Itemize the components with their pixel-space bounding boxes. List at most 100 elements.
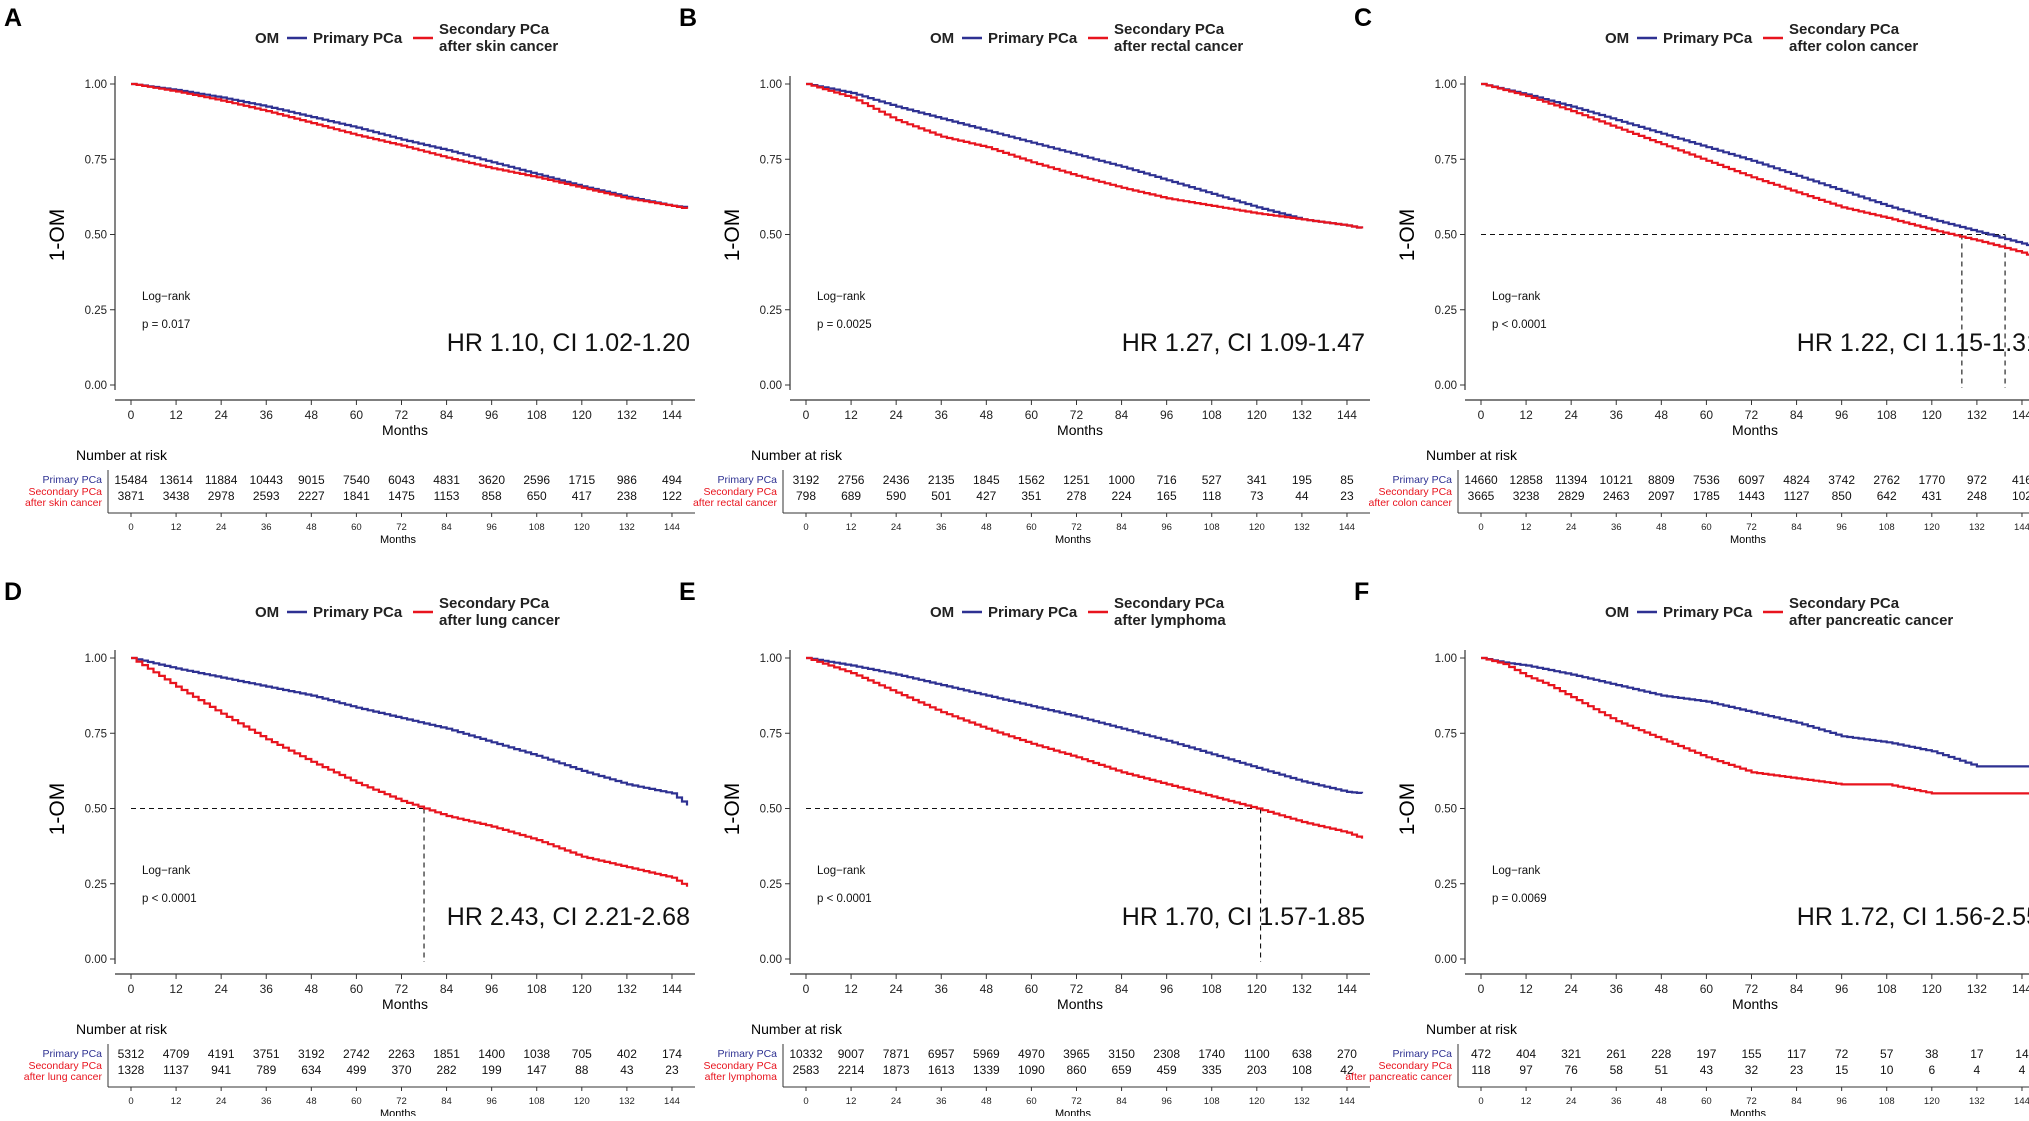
- legend-secondary-label: Secondary PCa: [1114, 595, 1225, 612]
- p-value-label: p < 0.0001: [142, 893, 197, 905]
- x-tick-label: 48: [980, 408, 994, 422]
- risk-value-primary: 2596: [523, 473, 550, 487]
- risk-tick-label: 48: [1656, 522, 1667, 533]
- x-tick-label: 24: [1564, 982, 1578, 996]
- risk-value-primary: 17: [1970, 1047, 1984, 1061]
- y-tick-label: 0.75: [1435, 154, 1457, 166]
- risk-value-secondary: 278: [1066, 489, 1086, 503]
- risk-value-primary: 11884: [205, 473, 238, 487]
- legend-secondary-label: Secondary PCa: [439, 595, 550, 612]
- risk-tick-label: 72: [1746, 522, 1757, 533]
- y-axis-title: 1-OM: [721, 783, 744, 836]
- risk-value-primary: 972: [1967, 473, 1987, 487]
- y-tick-label: 0.50: [85, 230, 107, 242]
- y-tick-label: 0.00: [760, 954, 782, 966]
- hazard-ratio-label: HR 1.72, CI 1.56-2.55: [1797, 903, 2029, 931]
- logrank-label: Log−rank: [1492, 291, 1541, 303]
- risk-tick-label: 96: [486, 1096, 497, 1107]
- risk-value-primary: 7540: [343, 473, 370, 487]
- hazard-ratio-label: HR 1.22, CI 1.15-1.31: [1797, 329, 2029, 357]
- risk-tick-label: 36: [261, 522, 272, 533]
- risk-value-secondary: 1153: [434, 489, 460, 503]
- risk-value-secondary: 335: [1202, 1063, 1222, 1077]
- risk-value-primary: 472: [1471, 1047, 1491, 1061]
- risk-tick-label: 72: [396, 522, 407, 533]
- risk-value-primary: 402: [617, 1047, 637, 1061]
- risk-label-secondary: Secondary PCa: [1378, 1060, 1452, 1072]
- risk-value-primary: 10121: [1600, 473, 1634, 487]
- legend-secondary-label: Secondary PCa: [439, 21, 550, 38]
- risk-value-secondary: 122: [662, 489, 682, 503]
- risk-value-secondary: 165: [1157, 489, 1177, 503]
- risk-value-primary: 195: [1292, 473, 1312, 487]
- risk-value-primary: 1038: [523, 1047, 550, 1061]
- risk-value-primary: 416: [2012, 473, 2029, 487]
- hazard-ratio-label: HR 1.27, CI 1.09-1.47: [1122, 329, 1365, 357]
- risk-value-primary: 2135: [928, 473, 955, 487]
- risk-tick-label: 48: [306, 1096, 317, 1107]
- x-tick-label: 108: [527, 408, 547, 422]
- risk-value-secondary: 23: [665, 1063, 679, 1077]
- risk-tick-label: 0: [128, 522, 133, 533]
- risk-value-primary: 321: [1561, 1047, 1581, 1061]
- risk-value-primary: 9015: [298, 473, 325, 487]
- risk-value-secondary: 97: [1519, 1063, 1533, 1077]
- risk-value-secondary: 427: [976, 489, 996, 503]
- x-axis-title: Months: [382, 422, 428, 438]
- risk-value-secondary: 203: [1247, 1063, 1267, 1077]
- risk-tick-label: 96: [1161, 1096, 1172, 1107]
- risk-value-secondary: 2583: [793, 1063, 820, 1077]
- legend-title: OM: [1605, 30, 1629, 47]
- risk-tick-label: 12: [846, 1096, 857, 1107]
- risk-tick-label: 48: [981, 522, 992, 533]
- x-axis-title: Months: [382, 996, 428, 1012]
- risk-tick-label: 144: [1339, 1096, 1355, 1107]
- y-axis-title: 1-OM: [46, 783, 69, 836]
- curve-secondary: [806, 656, 1364, 839]
- risk-value-primary: 1562: [1018, 473, 1045, 487]
- risk-value-primary: 3965: [1063, 1047, 1090, 1061]
- y-tick-label: 0.25: [760, 305, 782, 317]
- risk-label-secondary: after skin cancer: [25, 497, 103, 509]
- risk-tick-label: 36: [1611, 522, 1622, 533]
- risk-label-secondary: after lymphoma: [705, 1071, 778, 1083]
- risk-value-primary: 228: [1651, 1047, 1671, 1061]
- risk-tick-label: 96: [1836, 1096, 1847, 1107]
- risk-label-secondary: after lung cancer: [24, 1071, 103, 1083]
- y-tick-label: 1.00: [1435, 79, 1457, 91]
- legend-secondary-label: after pancreatic cancer: [1789, 612, 1953, 629]
- risk-value-primary: 3192: [793, 473, 820, 487]
- risk-value-secondary: 659: [1112, 1063, 1132, 1077]
- risk-tick-label: 36: [1611, 1096, 1622, 1107]
- x-tick-label: 72: [1745, 408, 1759, 422]
- x-tick-label: 84: [440, 982, 454, 996]
- risk-value-primary: 57: [1880, 1047, 1894, 1061]
- y-tick-label: 0.75: [85, 154, 107, 166]
- risk-label-secondary: after pancreatic cancer: [1345, 1071, 1452, 1083]
- risk-value-secondary: 43: [620, 1063, 634, 1077]
- risk-label-secondary: Secondary PCa: [28, 486, 102, 498]
- risk-value-primary: 4191: [208, 1047, 235, 1061]
- curve-secondary: [131, 82, 689, 209]
- x-tick-label: 36: [1610, 982, 1624, 996]
- risk-tick-label: 96: [1161, 522, 1172, 533]
- risk-value-secondary: 58: [1610, 1063, 1624, 1077]
- risk-axis-title: Months: [1730, 534, 1767, 546]
- risk-label-primary: Primary PCa: [1392, 474, 1452, 486]
- x-tick-label: 48: [305, 408, 319, 422]
- x-tick-label: 120: [1247, 982, 1267, 996]
- risk-value-secondary: 417: [572, 489, 592, 503]
- x-tick-label: 0: [1478, 982, 1485, 996]
- risk-tick-label: 0: [1478, 1096, 1483, 1107]
- x-tick-label: 60: [350, 408, 364, 422]
- x-tick-label: 36: [260, 982, 274, 996]
- risk-tick-label: 144: [2014, 1096, 2029, 1107]
- risk-value-secondary: 370: [391, 1063, 411, 1077]
- risk-value-primary: 13614: [159, 473, 193, 487]
- risk-value-primary: 2762: [1873, 473, 1900, 487]
- risk-value-secondary: 2829: [1558, 489, 1585, 503]
- risk-value-primary: 9007: [838, 1047, 865, 1061]
- risk-value-secondary: 850: [1832, 489, 1852, 503]
- x-tick-label: 72: [395, 408, 409, 422]
- risk-value-primary: 2308: [1153, 1047, 1180, 1061]
